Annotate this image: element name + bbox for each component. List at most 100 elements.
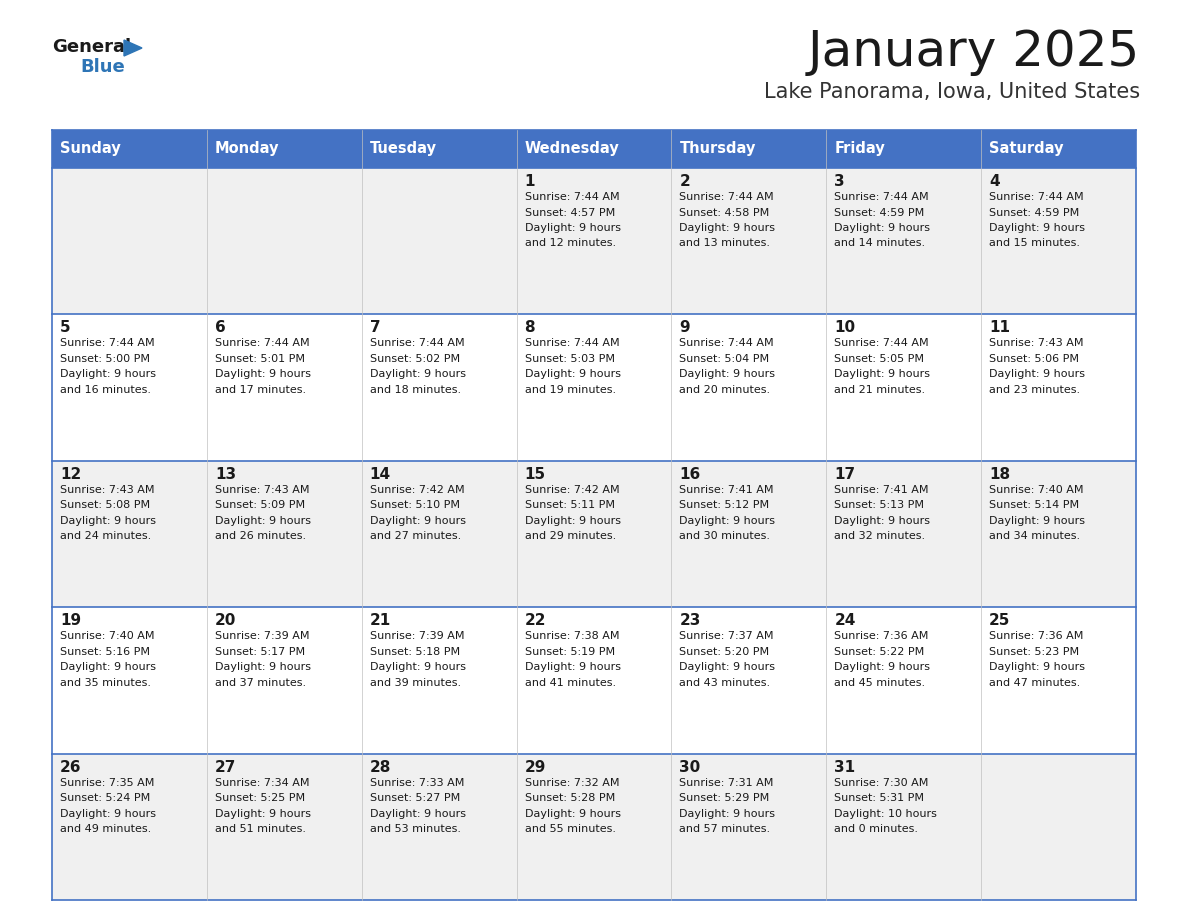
Text: Lake Panorama, Iowa, United States: Lake Panorama, Iowa, United States: [764, 82, 1140, 102]
Text: Daylight: 9 hours: Daylight: 9 hours: [525, 223, 620, 233]
Text: and 35 minutes.: and 35 minutes.: [61, 677, 151, 688]
Text: Sunrise: 7:40 AM: Sunrise: 7:40 AM: [61, 632, 154, 641]
Text: Sunset: 5:01 PM: Sunset: 5:01 PM: [215, 354, 305, 364]
Text: 13: 13: [215, 466, 236, 482]
Text: Sunset: 5:20 PM: Sunset: 5:20 PM: [680, 646, 770, 656]
Bar: [52, 130, 207, 168]
Polygon shape: [124, 40, 143, 56]
Text: Daylight: 9 hours: Daylight: 9 hours: [680, 223, 776, 233]
Bar: [52, 168, 1136, 314]
Text: Daylight: 9 hours: Daylight: 9 hours: [680, 369, 776, 379]
Text: and 18 minutes.: and 18 minutes.: [369, 385, 461, 395]
Text: 1: 1: [525, 174, 535, 189]
Text: Sunrise: 7:32 AM: Sunrise: 7:32 AM: [525, 778, 619, 788]
Text: and 23 minutes.: and 23 minutes.: [990, 385, 1080, 395]
Text: Sunrise: 7:43 AM: Sunrise: 7:43 AM: [990, 339, 1083, 349]
Text: Sunset: 5:04 PM: Sunset: 5:04 PM: [680, 354, 770, 364]
Text: Sunset: 5:29 PM: Sunset: 5:29 PM: [680, 793, 770, 803]
Text: Daylight: 9 hours: Daylight: 9 hours: [61, 516, 156, 526]
Text: Sunday: Sunday: [61, 141, 121, 156]
Text: Sunset: 5:22 PM: Sunset: 5:22 PM: [834, 646, 924, 656]
Text: 21: 21: [369, 613, 391, 628]
Text: Sunset: 5:00 PM: Sunset: 5:00 PM: [61, 354, 150, 364]
Text: Sunrise: 7:44 AM: Sunrise: 7:44 AM: [61, 339, 154, 349]
Text: Daylight: 9 hours: Daylight: 9 hours: [61, 809, 156, 819]
Text: Sunrise: 7:43 AM: Sunrise: 7:43 AM: [61, 485, 154, 495]
Text: and 32 minutes.: and 32 minutes.: [834, 532, 925, 542]
Text: Thursday: Thursday: [680, 141, 756, 156]
Text: and 37 minutes.: and 37 minutes.: [215, 677, 307, 688]
Text: 3: 3: [834, 174, 845, 189]
Text: Sunrise: 7:42 AM: Sunrise: 7:42 AM: [525, 485, 619, 495]
Text: 18: 18: [990, 466, 1010, 482]
Text: Sunset: 5:08 PM: Sunset: 5:08 PM: [61, 500, 150, 510]
Text: Daylight: 9 hours: Daylight: 9 hours: [215, 516, 311, 526]
Bar: [207, 130, 361, 168]
Text: Daylight: 9 hours: Daylight: 9 hours: [990, 223, 1085, 233]
Text: and 39 minutes.: and 39 minutes.: [369, 677, 461, 688]
Text: Daylight: 9 hours: Daylight: 9 hours: [61, 662, 156, 672]
Text: Sunrise: 7:41 AM: Sunrise: 7:41 AM: [834, 485, 929, 495]
Text: Sunset: 4:57 PM: Sunset: 4:57 PM: [525, 207, 615, 218]
Text: 8: 8: [525, 320, 536, 335]
Text: Sunset: 5:24 PM: Sunset: 5:24 PM: [61, 793, 150, 803]
Text: Sunset: 5:16 PM: Sunset: 5:16 PM: [61, 646, 150, 656]
Text: Daylight: 9 hours: Daylight: 9 hours: [369, 662, 466, 672]
Text: 16: 16: [680, 466, 701, 482]
Text: and 34 minutes.: and 34 minutes.: [990, 532, 1080, 542]
Text: Daylight: 9 hours: Daylight: 9 hours: [834, 223, 930, 233]
Text: Daylight: 9 hours: Daylight: 9 hours: [680, 662, 776, 672]
Text: and 24 minutes.: and 24 minutes.: [61, 532, 151, 542]
Text: Sunset: 4:59 PM: Sunset: 4:59 PM: [834, 207, 924, 218]
Text: January 2025: January 2025: [808, 28, 1140, 76]
Text: and 30 minutes.: and 30 minutes.: [680, 532, 771, 542]
Text: Daylight: 9 hours: Daylight: 9 hours: [215, 809, 311, 819]
Text: and 29 minutes.: and 29 minutes.: [525, 532, 615, 542]
Text: Daylight: 9 hours: Daylight: 9 hours: [834, 516, 930, 526]
Text: Sunrise: 7:44 AM: Sunrise: 7:44 AM: [680, 339, 775, 349]
Text: 28: 28: [369, 759, 391, 775]
Bar: [981, 130, 1136, 168]
Text: and 0 minutes.: and 0 minutes.: [834, 824, 918, 834]
Text: and 57 minutes.: and 57 minutes.: [680, 824, 771, 834]
Text: Sunrise: 7:44 AM: Sunrise: 7:44 AM: [680, 192, 775, 202]
Text: and 27 minutes.: and 27 minutes.: [369, 532, 461, 542]
Text: Daylight: 9 hours: Daylight: 9 hours: [215, 662, 311, 672]
Text: Sunrise: 7:42 AM: Sunrise: 7:42 AM: [369, 485, 465, 495]
Text: and 26 minutes.: and 26 minutes.: [215, 532, 307, 542]
Text: 10: 10: [834, 320, 855, 335]
Bar: [52, 754, 1136, 900]
Text: Tuesday: Tuesday: [369, 141, 437, 156]
Text: Daylight: 9 hours: Daylight: 9 hours: [680, 516, 776, 526]
Text: Daylight: 9 hours: Daylight: 9 hours: [525, 809, 620, 819]
Bar: [361, 130, 517, 168]
Text: Daylight: 9 hours: Daylight: 9 hours: [369, 809, 466, 819]
Text: Sunrise: 7:36 AM: Sunrise: 7:36 AM: [990, 632, 1083, 641]
Text: Sunset: 5:25 PM: Sunset: 5:25 PM: [215, 793, 305, 803]
Text: Daylight: 9 hours: Daylight: 9 hours: [215, 369, 311, 379]
Text: 25: 25: [990, 613, 1011, 628]
Text: Wednesday: Wednesday: [525, 141, 619, 156]
Text: Sunrise: 7:34 AM: Sunrise: 7:34 AM: [215, 778, 309, 788]
Bar: [52, 607, 1136, 754]
Text: and 47 minutes.: and 47 minutes.: [990, 677, 1080, 688]
Text: Sunrise: 7:41 AM: Sunrise: 7:41 AM: [680, 485, 773, 495]
Text: Sunset: 5:12 PM: Sunset: 5:12 PM: [680, 500, 770, 510]
Text: Daylight: 10 hours: Daylight: 10 hours: [834, 809, 937, 819]
Text: Sunrise: 7:33 AM: Sunrise: 7:33 AM: [369, 778, 465, 788]
Text: Sunset: 5:27 PM: Sunset: 5:27 PM: [369, 793, 460, 803]
Text: Sunrise: 7:44 AM: Sunrise: 7:44 AM: [369, 339, 465, 349]
Text: Sunset: 5:05 PM: Sunset: 5:05 PM: [834, 354, 924, 364]
Text: Daylight: 9 hours: Daylight: 9 hours: [525, 516, 620, 526]
Text: Daylight: 9 hours: Daylight: 9 hours: [990, 662, 1085, 672]
Text: Sunrise: 7:31 AM: Sunrise: 7:31 AM: [680, 778, 773, 788]
Text: 23: 23: [680, 613, 701, 628]
Bar: [52, 314, 1136, 461]
Text: and 43 minutes.: and 43 minutes.: [680, 677, 771, 688]
Text: Sunrise: 7:44 AM: Sunrise: 7:44 AM: [525, 339, 619, 349]
Text: Sunrise: 7:40 AM: Sunrise: 7:40 AM: [990, 485, 1083, 495]
Text: 2: 2: [680, 174, 690, 189]
Text: and 19 minutes.: and 19 minutes.: [525, 385, 615, 395]
Text: Sunset: 5:13 PM: Sunset: 5:13 PM: [834, 500, 924, 510]
Text: Blue: Blue: [80, 58, 125, 76]
